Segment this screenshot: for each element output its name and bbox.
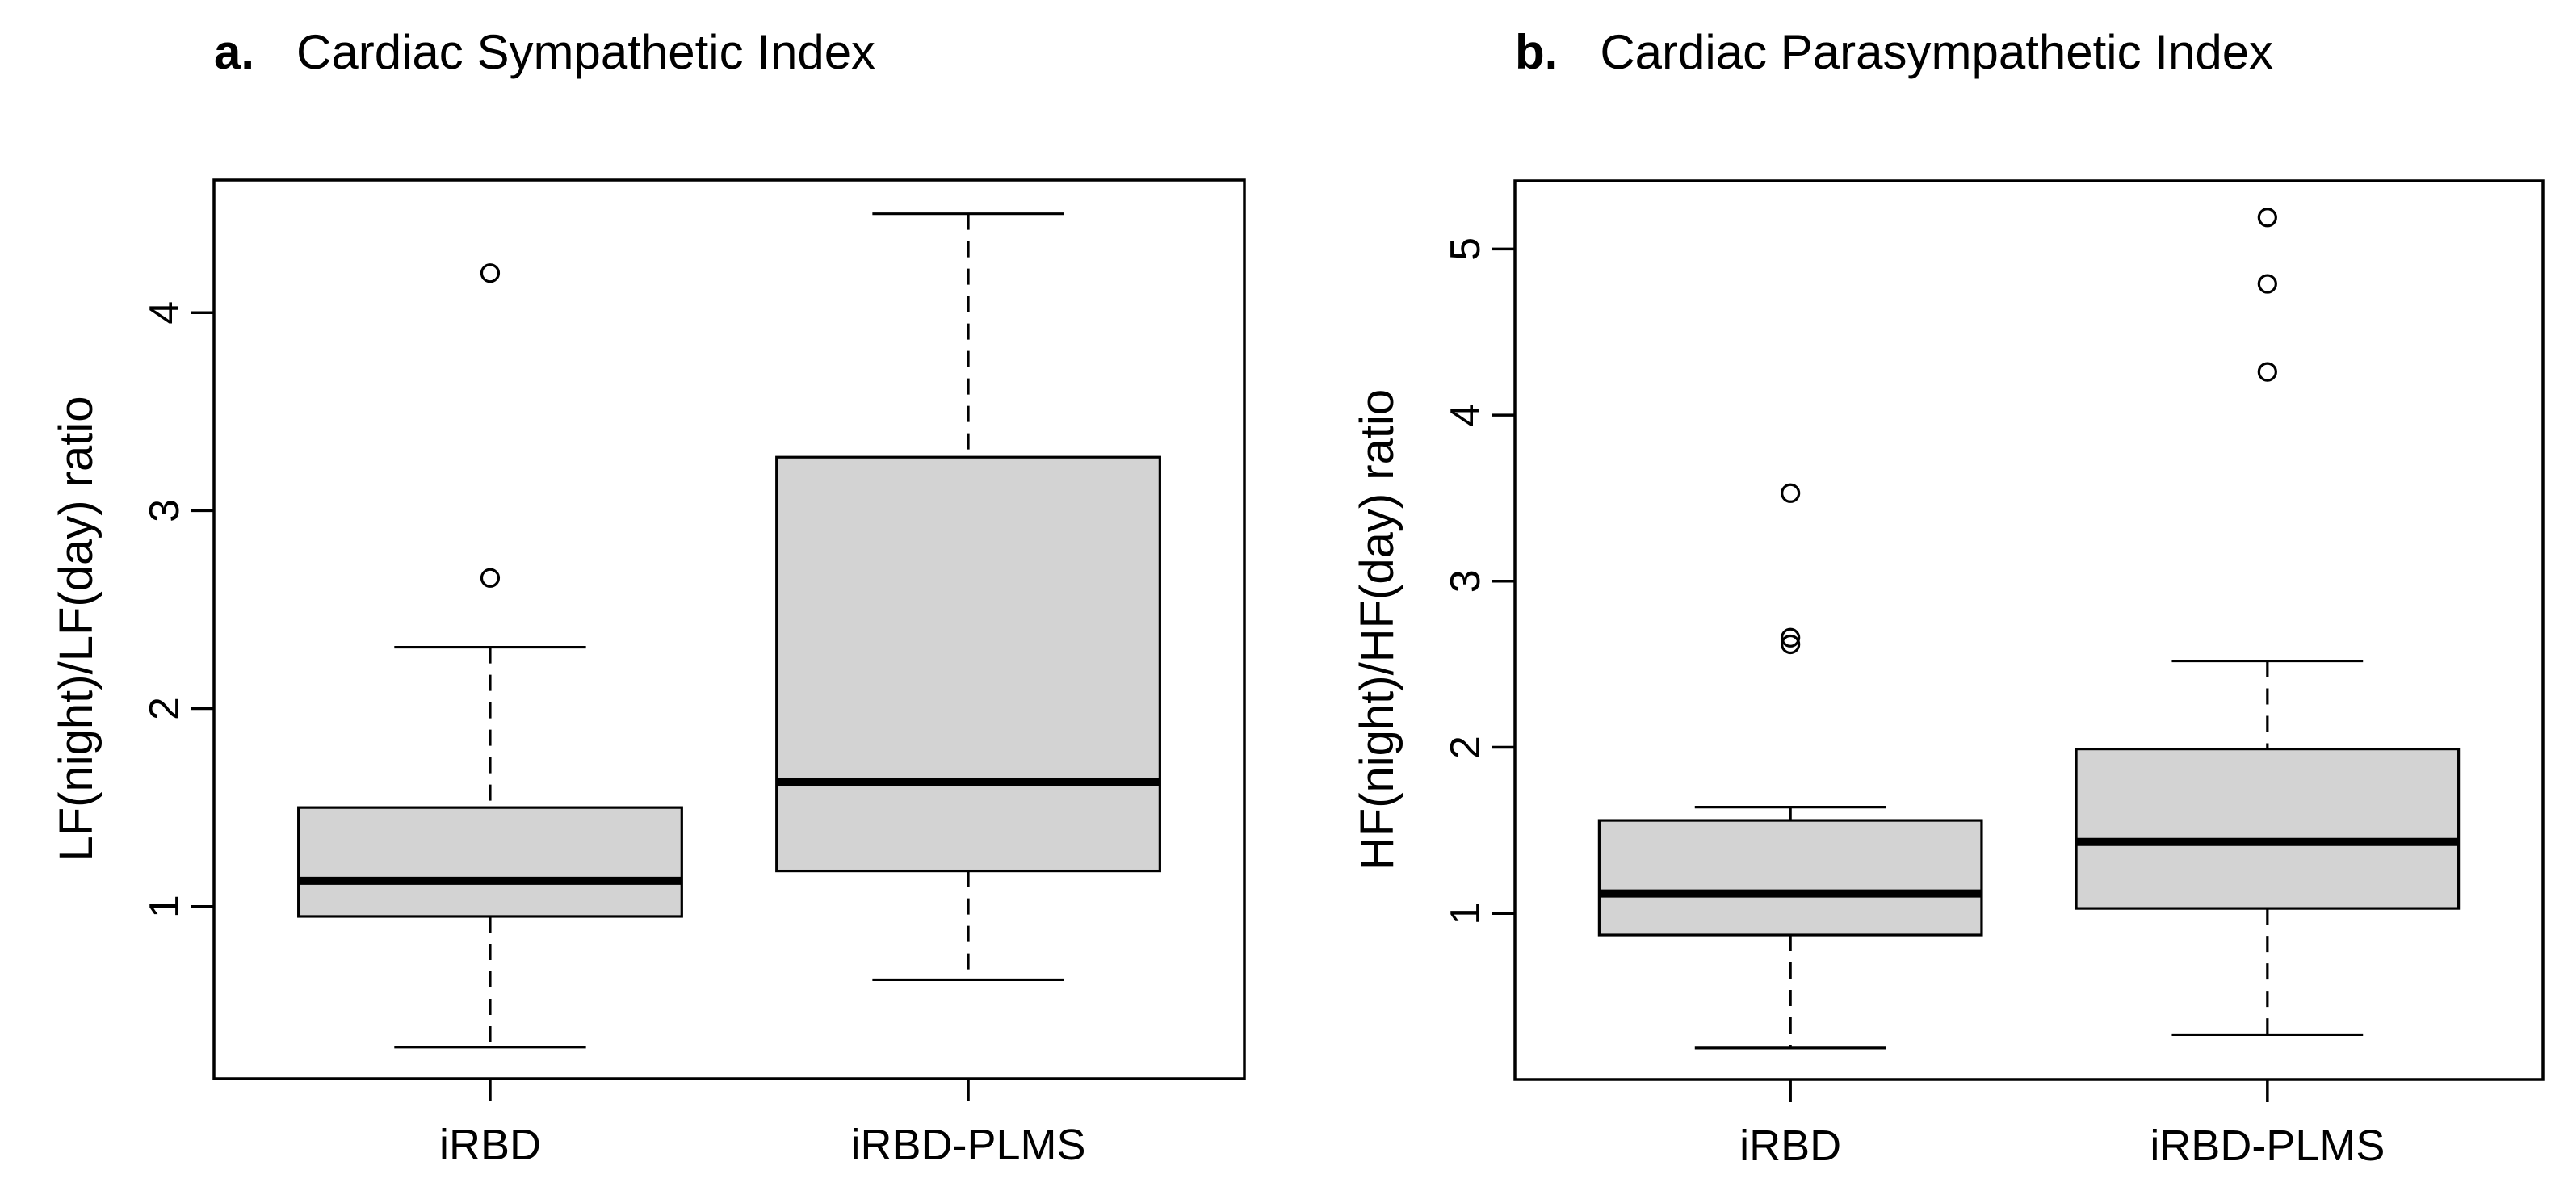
x-category-label: iRBD (439, 1121, 541, 1169)
y-tick-label: 4 (1442, 404, 1489, 427)
plot-border (1513, 179, 2545, 1081)
panel-title-text: Cardiac Parasympathetic Index (1600, 25, 2274, 79)
y-tick-label: 1 (1442, 902, 1489, 925)
y-tick-label: 2 (141, 697, 188, 720)
outlier-point (2257, 208, 2277, 228)
y-tick-label: 5 (1442, 237, 1489, 261)
y-tick-label: 3 (1442, 569, 1489, 593)
x-category-label: iRBD (1739, 1122, 1841, 1170)
x-category-label: iRBD-PLMS (851, 1121, 1086, 1169)
iqr-box (2075, 747, 2461, 910)
x-category-label: iRBD-PLMS (2150, 1122, 2385, 1170)
y-tick-label: 3 (141, 499, 188, 522)
panel-a: a. Cardiac Sympathetic Index LF(night)/LF… (50, 26, 1246, 1169)
panel-b: b. Cardiac Parasympathetic Index HF(night… (1288, 0, 2576, 1195)
outlier-point (1781, 627, 1801, 648)
y-tick-label: 2 (1442, 736, 1489, 759)
iqr-box (775, 455, 1161, 873)
iqr-box (1597, 819, 1983, 937)
outlier-point (2257, 274, 2277, 294)
y-tick-label: 4 (141, 301, 188, 325)
outlier-point (480, 263, 501, 283)
y-tick-label: 1 (141, 895, 188, 918)
iqr-box (297, 806, 683, 918)
panel-title-text: Cardiac Sympathetic Index (296, 25, 876, 79)
panel-letter: a. (214, 25, 255, 79)
boxplot-svg-b: 1 2 3 4 5 iRBD iRBD-PLMS (1442, 179, 2545, 1170)
panel-title: b. Cardiac Parasympathetic Index (1515, 26, 2273, 79)
panel-letter: b. (1515, 25, 1559, 79)
outlier-point (1781, 634, 1801, 655)
panel-title: a. Cardiac Sympathetic Index (214, 26, 875, 79)
plot-border (212, 178, 1246, 1080)
outlier-point (2257, 362, 2277, 382)
outlier-point (1781, 483, 1801, 503)
outlier-point (480, 568, 501, 588)
boxplot-svg-a: 1 2 3 4 iRBD iRBD-PLMS (141, 178, 1246, 1169)
